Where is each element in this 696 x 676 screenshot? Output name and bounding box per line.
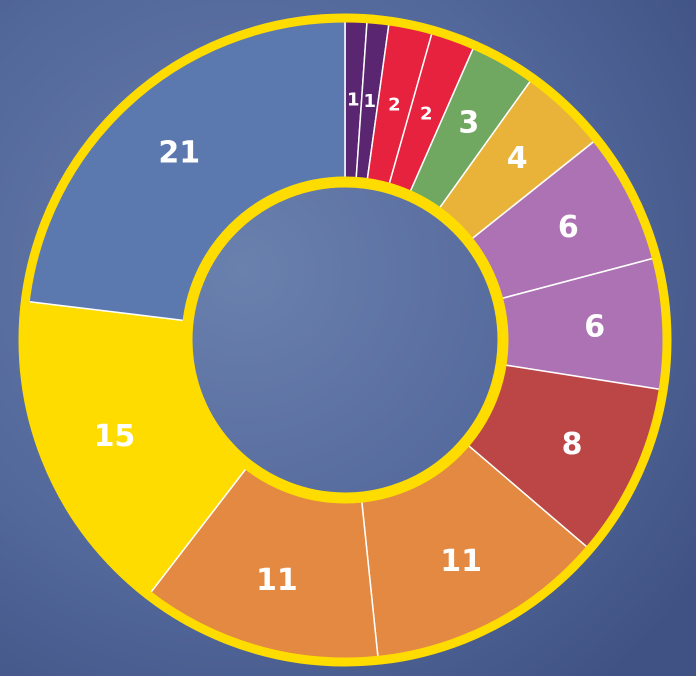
data-label: 11 xyxy=(256,563,298,598)
data-label: 1 xyxy=(364,91,377,112)
outer-ring xyxy=(18,13,672,667)
data-label: 8 xyxy=(562,427,583,462)
data-label: 15 xyxy=(94,419,136,454)
data-label: 2 xyxy=(420,104,433,125)
inner-ring xyxy=(181,176,509,504)
data-label: 6 xyxy=(558,210,579,245)
data-label: 1 xyxy=(347,90,360,111)
data-label: 2 xyxy=(388,95,401,116)
data-label: 3 xyxy=(458,105,479,140)
data-label: 11 xyxy=(440,544,482,579)
data-label: 21 xyxy=(158,135,200,170)
data-label: 4 xyxy=(507,141,528,176)
data-label: 6 xyxy=(584,310,605,345)
